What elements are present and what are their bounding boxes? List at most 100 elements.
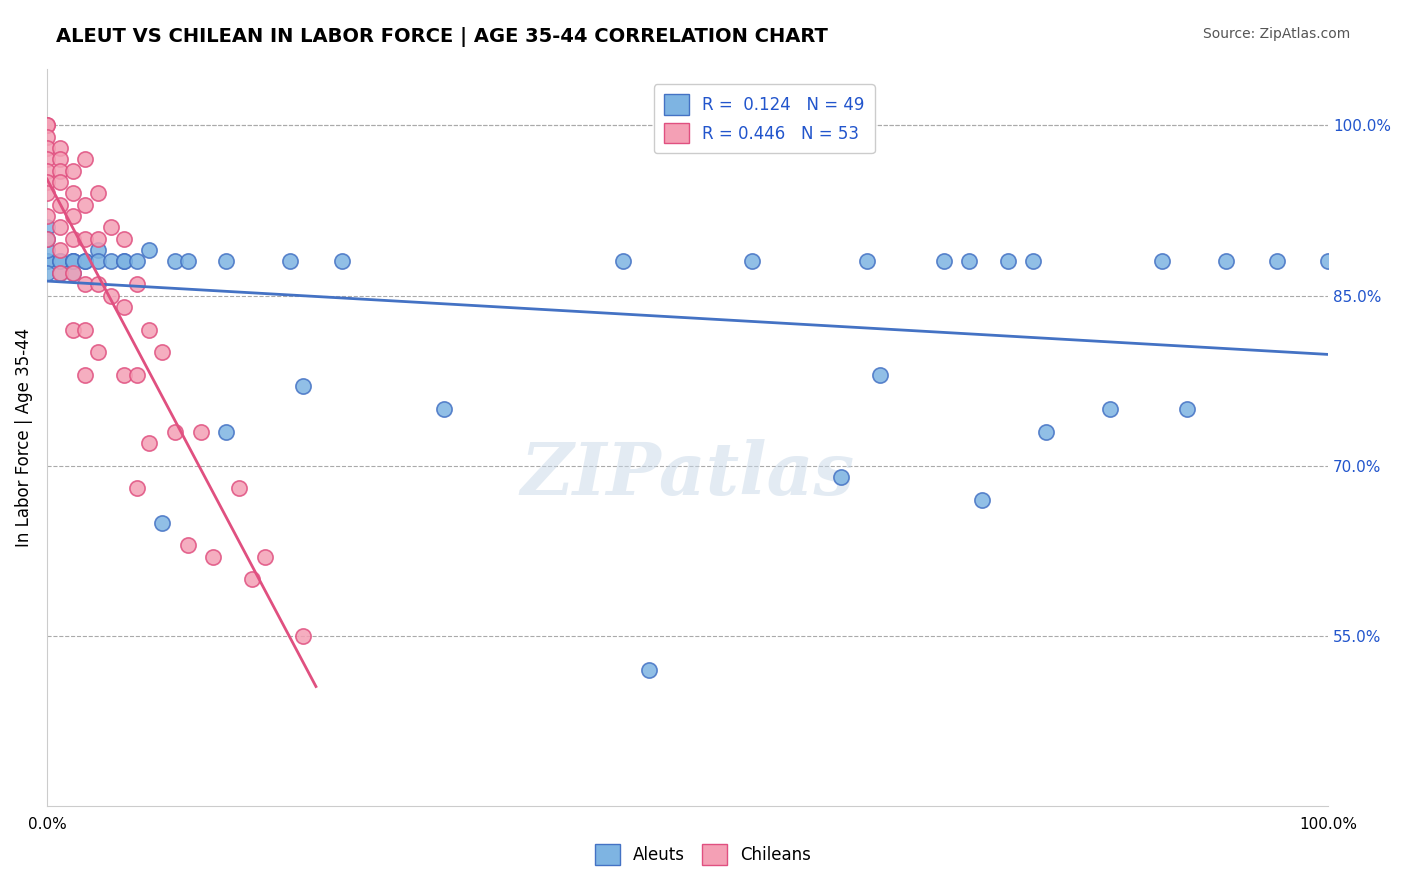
- Point: [48, 198, 70, 212]
- Point: [125, 482, 148, 496]
- Point: [100, 288, 122, 302]
- Point: [638, 663, 661, 677]
- Point: [1150, 254, 1173, 268]
- Point: [35, 232, 58, 246]
- Point: [190, 425, 212, 439]
- Point: [112, 368, 135, 382]
- Point: [433, 402, 456, 417]
- Point: [138, 436, 160, 450]
- Point: [972, 492, 994, 507]
- Point: [62, 254, 84, 268]
- Point: [75, 368, 97, 382]
- Point: [292, 379, 315, 393]
- Point: [1175, 402, 1198, 417]
- Point: [202, 549, 225, 564]
- Point: [48, 175, 70, 189]
- Point: [215, 254, 238, 268]
- Point: [75, 232, 97, 246]
- Point: [240, 572, 263, 586]
- Point: [856, 254, 879, 268]
- Point: [35, 141, 58, 155]
- Point: [228, 482, 250, 496]
- Point: [612, 254, 634, 268]
- Point: [62, 209, 84, 223]
- Point: [997, 254, 1019, 268]
- Point: [87, 254, 110, 268]
- Point: [48, 266, 70, 280]
- Point: [1215, 254, 1237, 268]
- Point: [35, 118, 58, 132]
- Text: Source: ZipAtlas.com: Source: ZipAtlas.com: [1202, 27, 1350, 41]
- Point: [35, 118, 58, 132]
- Point: [138, 243, 160, 257]
- Point: [35, 186, 58, 201]
- Point: [163, 254, 186, 268]
- Point: [62, 266, 84, 280]
- Point: [87, 277, 110, 292]
- Point: [138, 322, 160, 336]
- Legend: Aleuts, Chileans: Aleuts, Chileans: [585, 834, 821, 875]
- Point: [253, 549, 276, 564]
- Point: [932, 254, 955, 268]
- Point: [62, 163, 84, 178]
- Point: [35, 254, 58, 268]
- Point: [150, 345, 173, 359]
- Legend: R =  0.124   N = 49, R = 0.446   N = 53: R = 0.124 N = 49, R = 0.446 N = 53: [654, 84, 875, 153]
- Point: [177, 254, 200, 268]
- Point: [112, 232, 135, 246]
- Point: [62, 186, 84, 201]
- Point: [48, 153, 70, 167]
- Point: [62, 322, 84, 336]
- Point: [87, 232, 110, 246]
- Point: [215, 425, 238, 439]
- Point: [48, 163, 70, 178]
- Point: [35, 129, 58, 144]
- Point: [35, 175, 58, 189]
- Point: [62, 232, 84, 246]
- Point: [278, 254, 301, 268]
- Point: [125, 254, 148, 268]
- Point: [112, 300, 135, 314]
- Point: [741, 254, 763, 268]
- Point: [87, 243, 110, 257]
- Point: [35, 153, 58, 167]
- Point: [1035, 425, 1057, 439]
- Point: [62, 266, 84, 280]
- Point: [163, 425, 186, 439]
- Point: [48, 266, 70, 280]
- Point: [125, 277, 148, 292]
- Point: [125, 368, 148, 382]
- Point: [869, 368, 891, 382]
- Point: [35, 163, 58, 178]
- Point: [62, 254, 84, 268]
- Point: [112, 254, 135, 268]
- Point: [100, 254, 122, 268]
- Point: [1099, 402, 1122, 417]
- Point: [35, 243, 58, 257]
- Point: [1317, 254, 1340, 268]
- Text: ZIPatlas: ZIPatlas: [520, 439, 855, 510]
- Point: [48, 254, 70, 268]
- Point: [75, 254, 97, 268]
- Point: [87, 186, 110, 201]
- Point: [830, 470, 852, 484]
- Point: [75, 322, 97, 336]
- Point: [957, 254, 980, 268]
- Point: [150, 516, 173, 530]
- Point: [292, 629, 315, 643]
- Y-axis label: In Labor Force | Age 35-44: In Labor Force | Age 35-44: [15, 328, 32, 547]
- Point: [112, 254, 135, 268]
- Point: [87, 345, 110, 359]
- Point: [1022, 254, 1045, 268]
- Text: ALEUT VS CHILEAN IN LABOR FORCE | AGE 35-44 CORRELATION CHART: ALEUT VS CHILEAN IN LABOR FORCE | AGE 35…: [56, 27, 828, 46]
- Point: [100, 220, 122, 235]
- Point: [35, 209, 58, 223]
- Point: [62, 254, 84, 268]
- Point: [75, 277, 97, 292]
- Point: [48, 141, 70, 155]
- Point: [48, 254, 70, 268]
- Point: [35, 232, 58, 246]
- Point: [48, 243, 70, 257]
- Point: [35, 266, 58, 280]
- Point: [75, 254, 97, 268]
